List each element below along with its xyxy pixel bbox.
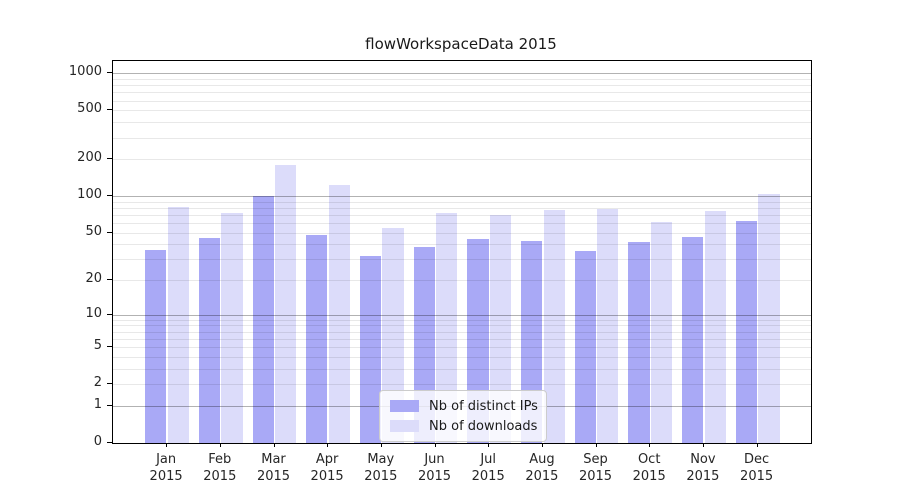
x-tick-apr xyxy=(327,443,329,447)
minor-gridline-200 xyxy=(113,159,811,161)
bar-distinct-ips-oct xyxy=(628,241,650,443)
bar-distinct-ips-jan xyxy=(145,249,167,443)
x-tick-label-mar: Mar 2015 xyxy=(256,452,291,484)
bar-downloads-jan xyxy=(167,207,190,443)
y-tick-1 xyxy=(107,404,112,406)
y-tick-200 xyxy=(107,158,112,160)
x-tick-label-apr: Apr 2015 xyxy=(310,452,344,484)
y-tick-label-200: 200 xyxy=(77,150,102,166)
minor-gridline-600 xyxy=(113,100,811,102)
y-tick-label-1: 1 xyxy=(93,396,102,412)
minor-gridline-90 xyxy=(113,201,811,203)
bar-downloads-sep xyxy=(597,209,619,443)
x-tick-label-jul: Jul 2015 xyxy=(471,452,505,484)
legend-row-distinct-ips: Nb of distinct IPs xyxy=(380,399,546,414)
major-gridline-100 xyxy=(113,196,811,198)
legend-swatch-downloads xyxy=(390,420,419,432)
legend-swatch-distinct-ips xyxy=(390,400,419,412)
y-tick-label-20: 20 xyxy=(85,271,102,287)
y-tick-2 xyxy=(107,383,112,385)
x-tick-nov xyxy=(702,443,704,447)
bar-distinct-ips-sep xyxy=(574,251,596,443)
x-tick-label-oct: Oct 2015 xyxy=(632,452,666,484)
bar-downloads-mar xyxy=(275,165,297,443)
minor-gridline-700 xyxy=(113,92,811,94)
y-tick-0 xyxy=(107,442,112,443)
bar-downloads-nov xyxy=(704,211,726,443)
x-tick-may xyxy=(380,443,382,447)
bar-downloads-jun xyxy=(436,212,458,443)
y-tick-label-1000: 1000 xyxy=(68,64,102,80)
bar-distinct-ips-feb xyxy=(198,238,221,443)
x-tick-mar xyxy=(273,443,275,447)
minor-gridline-80 xyxy=(113,207,811,209)
y-tick-50 xyxy=(107,231,112,233)
legend: Nb of distinct IPs Nb of downloads xyxy=(379,390,547,442)
x-tick-label-sep: Sep 2015 xyxy=(578,452,613,484)
bar-downloads-dec xyxy=(758,193,780,443)
x-tick-jan xyxy=(166,443,168,447)
x-tick-label-aug: Aug 2015 xyxy=(525,452,559,484)
x-tick-label-jun: Jun 2015 xyxy=(417,452,452,484)
bar-distinct-ips-nov xyxy=(681,237,704,443)
y-tick-10 xyxy=(107,313,112,315)
minor-gridline-300 xyxy=(113,137,811,139)
bar-downloads-feb xyxy=(221,212,243,443)
bar-distinct-ips-dec xyxy=(735,221,757,443)
x-tick-jul xyxy=(488,443,490,447)
y-tick-20 xyxy=(107,279,112,281)
x-tick-label-may: May 2015 xyxy=(364,452,398,484)
y-tick-label-10: 10 xyxy=(85,305,102,321)
major-gridline-1000 xyxy=(113,73,811,75)
x-tick-label-nov: Nov 2015 xyxy=(686,452,720,484)
bar-downloads-apr xyxy=(328,185,351,443)
bar-distinct-ips-mar xyxy=(252,196,274,443)
legend-label-downloads: Nb of downloads xyxy=(429,418,538,434)
legend-label-distinct-ips: Nb of distinct IPs xyxy=(429,398,538,414)
minor-gridline-900 xyxy=(113,79,811,80)
x-tick-feb xyxy=(219,443,221,447)
bar-downloads-may xyxy=(382,227,404,443)
y-tick-5 xyxy=(107,346,112,348)
x-tick-label-jan: Jan 2015 xyxy=(149,452,183,484)
x-tick-oct xyxy=(649,443,651,447)
bar-downloads-oct xyxy=(650,222,673,443)
y-tick-label-5: 5 xyxy=(93,338,102,354)
y-tick-label-0: 0 xyxy=(93,434,102,449)
y-tick-label-2: 2 xyxy=(93,375,102,391)
x-tick-dec xyxy=(756,443,758,447)
y-tick-100 xyxy=(107,195,112,197)
y-tick-label-50: 50 xyxy=(85,223,102,239)
y-tick-500 xyxy=(107,109,112,111)
x-tick-jun xyxy=(434,443,436,447)
legend-row-downloads: Nb of downloads xyxy=(380,419,546,434)
bar-distinct-ips-may xyxy=(359,255,382,443)
minor-gridline-400 xyxy=(113,122,811,124)
bar-downloads-aug xyxy=(543,209,565,443)
bar-distinct-ips-apr xyxy=(306,234,328,443)
x-tick-aug xyxy=(541,443,543,447)
x-tick-label-dec: Dec 2015 xyxy=(740,452,774,484)
y-tick-label-500: 500 xyxy=(77,101,102,117)
minor-gridline-500 xyxy=(113,110,811,112)
bar-downloads-jul xyxy=(489,214,512,443)
y-tick-label-100: 100 xyxy=(77,187,102,203)
chart-title: flowWorkspaceData 2015 xyxy=(365,35,557,53)
x-tick-label-feb: Feb 2015 xyxy=(203,452,237,484)
plot-area: Nb of distinct IPs Nb of downloads xyxy=(112,60,812,444)
y-tick-1000 xyxy=(107,72,112,74)
minor-gridline-800 xyxy=(113,85,811,87)
x-tick-sep xyxy=(595,443,597,447)
